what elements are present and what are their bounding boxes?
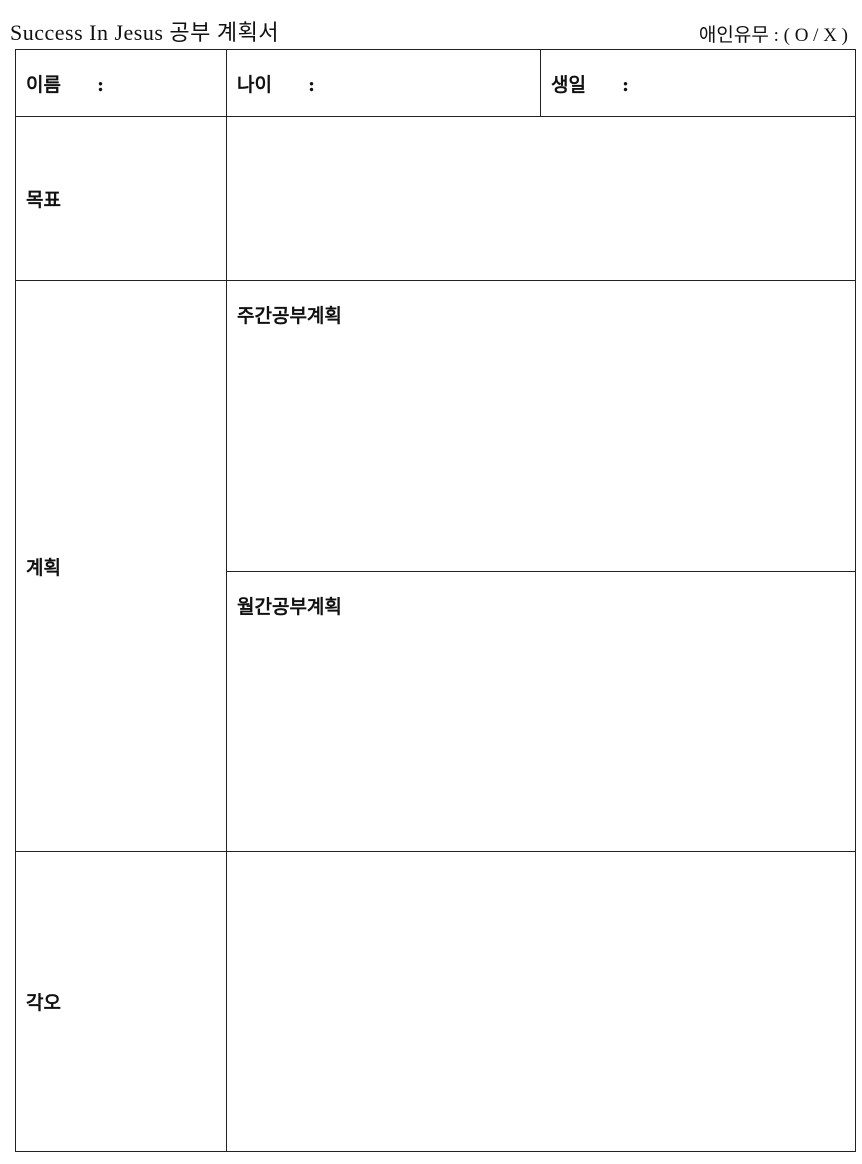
resolution-input-area[interactable] (226, 851, 856, 1152)
info-row: 이름: 나이: 생일: (15, 49, 856, 117)
weekly-plan-label: 주간공부계획 (237, 305, 342, 327)
name-field-cell[interactable]: 이름: (15, 49, 227, 117)
monthly-plan-label: 월간공부계획 (237, 596, 342, 618)
resolution-row: 각오 (15, 851, 856, 1152)
name-label: 이름 (26, 73, 61, 96)
relationship-status-field: 애인유무 : ( O / X ) (698, 25, 848, 46)
goal-row: 목표 (15, 116, 856, 281)
birthday-field-cell[interactable]: 생일: (540, 49, 856, 117)
resolution-label: 각오 (15, 851, 227, 1152)
document-title: Success In Jesus 공부 계획서 (10, 20, 280, 45)
study-plan-form-table: 이름: 나이: 생일: 목표 계획 주간공부계획 월간공부계획 각오 (15, 49, 856, 1152)
goal-input-area[interactable] (226, 116, 856, 281)
weekly-plan-area[interactable]: 주간공부계획 (226, 280, 856, 572)
name-separator: : (96, 73, 104, 96)
age-field-cell[interactable]: 나이: (226, 49, 541, 117)
birthday-separator: : (621, 73, 629, 96)
monthly-plan-area[interactable]: 월간공부계획 (226, 571, 856, 852)
document-header: Success In Jesus 공부 계획서 애인유무 : ( O / X ) (0, 0, 862, 48)
plan-row-weekly: 계획 주간공부계획 (15, 280, 856, 852)
plan-row-monthly: 월간공부계획 (16, 571, 856, 852)
goal-label: 목표 (15, 116, 227, 281)
birthday-label: 생일 (551, 73, 586, 96)
plan-label: 계획 (15, 280, 227, 852)
age-separator: : (307, 73, 315, 96)
age-label: 나이 (237, 73, 272, 96)
